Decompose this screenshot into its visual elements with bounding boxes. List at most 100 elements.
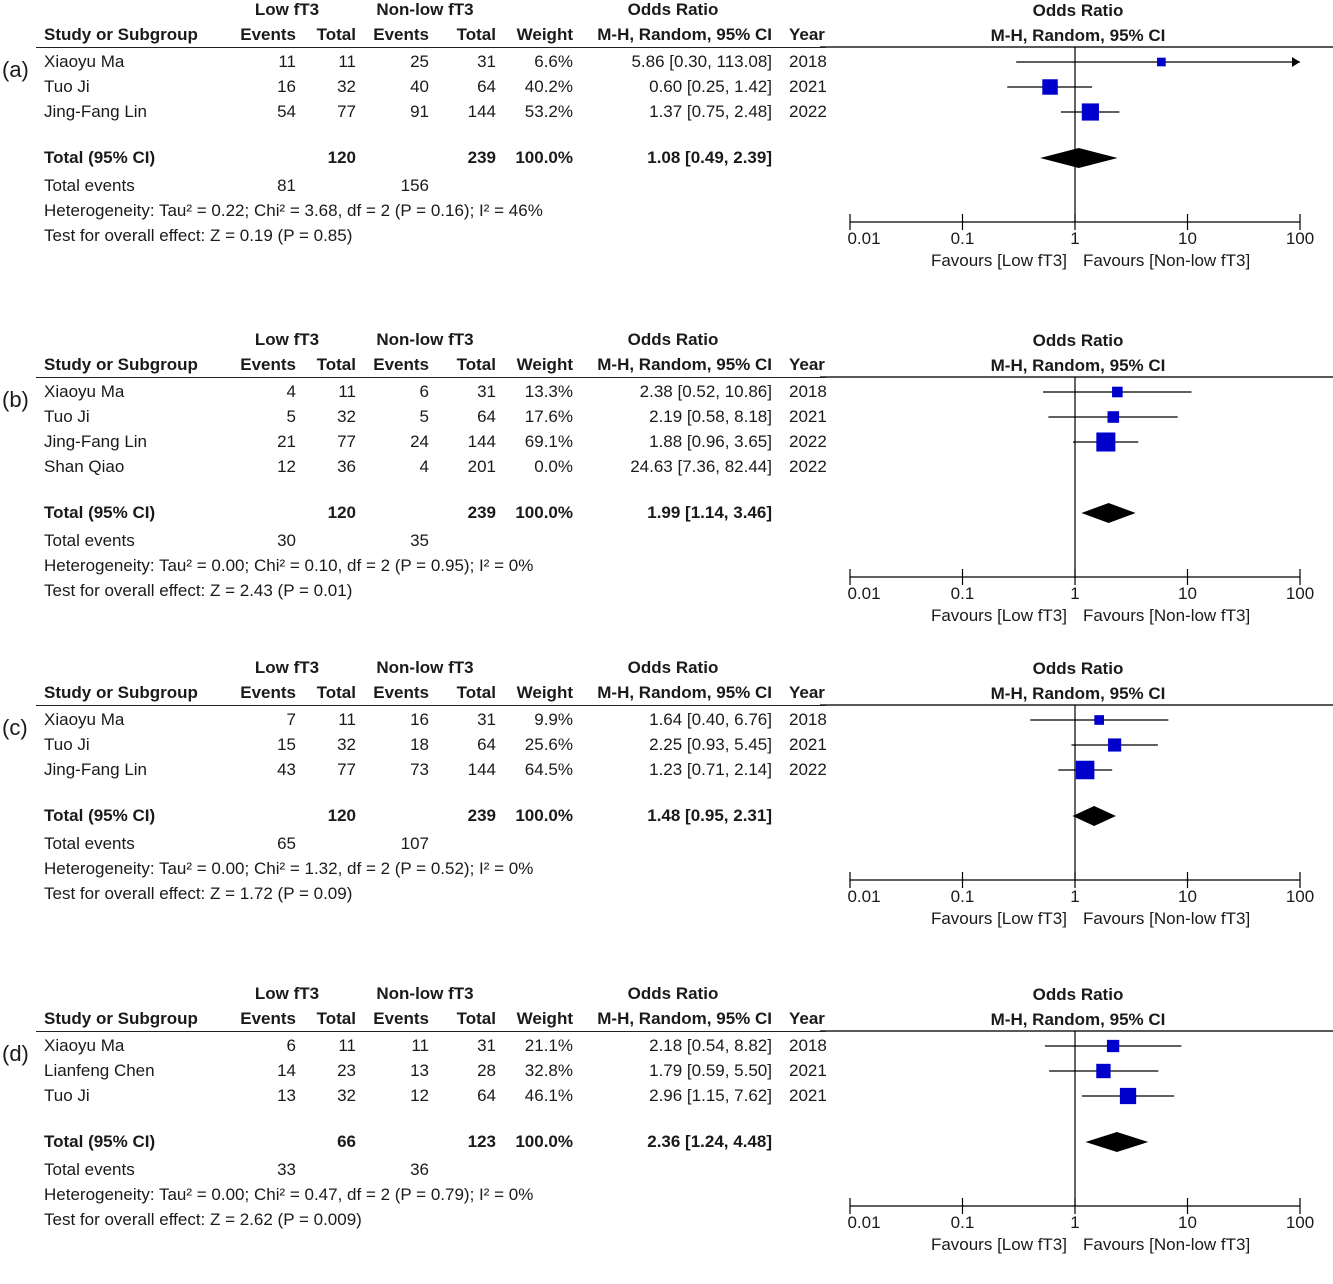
tick-label: 0.1 [951, 887, 975, 906]
study-total2: 28 [477, 1061, 496, 1080]
study-weight: 9.9% [534, 710, 573, 729]
study-name: Xiaoyu Ma [44, 1036, 125, 1055]
study-year: 2021 [789, 735, 827, 754]
tick-label: 0.01 [847, 887, 880, 906]
study-name: Shan Qiao [44, 457, 125, 476]
study-events1: 11 [278, 52, 296, 71]
overall-effect-text: Test for overall effect: Z = 2.43 (P = 0… [44, 581, 353, 600]
header-weight: Weight [516, 355, 573, 374]
plot-title: Odds Ratio [1033, 985, 1124, 1004]
header-total1: Total [316, 1009, 356, 1028]
plot-subtitle: M-H, Random, 95% CI [991, 684, 1166, 703]
pooled-diamond [1072, 806, 1116, 826]
header-or-title: Odds Ratio [627, 984, 719, 1003]
study-marker [1096, 432, 1116, 452]
study-total1: 32 [337, 407, 356, 426]
study-events1: 6 [286, 1036, 296, 1055]
favours-right-label: Favours [Non-low fT3] [1083, 606, 1250, 625]
heterogeneity-text: Heterogeneity: Tau² = 0.22; Chi² = 3.68,… [44, 201, 543, 220]
header-or-sub: M-H, Random, 95% CI [597, 25, 772, 44]
header-or-sub: M-H, Random, 95% CI [597, 683, 772, 702]
study-events2: 24 [410, 432, 429, 451]
study-year: 2018 [789, 710, 827, 729]
study-year: 2021 [789, 77, 827, 96]
ci-arrow [1292, 57, 1300, 67]
header-year: Year [789, 1009, 825, 1028]
study-total1: 32 [337, 1086, 356, 1105]
study-ci: 2.38 [0.52, 10.86] [639, 382, 772, 401]
study-events1: 12 [277, 457, 296, 476]
header-rule [36, 705, 826, 706]
study-name: Jing-Fang Lin [44, 102, 148, 121]
study-events1: 21 [277, 432, 296, 451]
tick-label: 0.1 [951, 584, 975, 603]
panel-label: (c) [2, 715, 28, 740]
tick-label: 1 [1070, 1213, 1079, 1232]
study-weight: 64.5% [524, 760, 573, 779]
study-name: Xiaoyu Ma [44, 710, 125, 729]
tick-label: 1 [1070, 229, 1079, 248]
header-weight: Weight [516, 25, 573, 44]
study-total2: 31 [477, 710, 496, 729]
total-events-label: Total events [44, 531, 135, 550]
total-total2: 239 [467, 503, 496, 522]
plot-title: Odds Ratio [1033, 1, 1124, 20]
study-total2: 201 [467, 457, 496, 476]
study-name: Xiaoyu Ma [44, 52, 125, 71]
total-weight: 100.0% [515, 148, 573, 167]
tick-label: 0.01 [847, 584, 880, 603]
header-year: Year [789, 25, 825, 44]
total-total2: 123 [467, 1132, 496, 1151]
study-year: 2018 [789, 1036, 827, 1055]
favours-left-label: Favours [Low fT3] [931, 251, 1067, 270]
favours-left-label: Favours [Low fT3] [931, 909, 1067, 928]
study-total1: 77 [337, 102, 356, 121]
study-marker [1119, 1087, 1137, 1105]
study-weight: 0.0% [534, 457, 573, 476]
header-year: Year [789, 355, 825, 374]
study-weight: 13.3% [524, 382, 573, 401]
total-events1: 81 [277, 176, 296, 195]
tick-label: 10 [1178, 887, 1197, 906]
header-group2: Non-low fT3 [376, 0, 474, 19]
study-weight: 53.2% [524, 102, 573, 121]
study-marker [1108, 738, 1122, 752]
study-events2: 5 [419, 407, 429, 426]
study-name: Jing-Fang Lin [44, 760, 148, 779]
header-total2: Total [456, 1009, 496, 1028]
total-total2: 239 [467, 148, 496, 167]
overall-effect-text: Test for overall effect: Z = 0.19 (P = 0… [44, 226, 353, 245]
header-or-sub: M-H, Random, 95% CI [597, 1009, 772, 1028]
tick-label: 100 [1286, 1213, 1314, 1232]
study-marker [1106, 1039, 1120, 1053]
study-year: 2022 [789, 432, 827, 451]
overall-effect-text: Test for overall effect: Z = 1.72 (P = 0… [44, 884, 353, 903]
header-study: Study or Subgroup [44, 683, 198, 702]
study-events2: 91 [410, 102, 429, 121]
study-name: Tuo Ji [44, 407, 90, 426]
plot-title: Odds Ratio [1033, 659, 1124, 678]
tick-label: 100 [1286, 584, 1314, 603]
overall-effect-text: Test for overall effect: Z = 2.62 (P = 0… [44, 1210, 362, 1229]
study-weight: 21.1% [524, 1036, 573, 1055]
total-label: Total (95% CI) [44, 1132, 156, 1151]
study-marker [1094, 715, 1105, 725]
study-events2: 73 [410, 760, 429, 779]
study-total1: 11 [338, 382, 356, 401]
study-weight: 46.1% [524, 1086, 573, 1105]
header-study: Study or Subgroup [44, 355, 198, 374]
header-total1: Total [316, 25, 356, 44]
header-total2: Total [456, 355, 496, 374]
study-events1: 7 [286, 710, 296, 729]
study-total1: 11 [338, 710, 356, 729]
study-events1: 13 [277, 1086, 296, 1105]
study-ci: 24.63 [7.36, 82.44] [630, 457, 772, 476]
total-events1: 30 [277, 531, 296, 550]
header-group1: Low fT3 [254, 330, 320, 349]
header-events1: Events [240, 355, 296, 374]
total-weight: 100.0% [515, 806, 573, 825]
pooled-diamond [1081, 503, 1136, 523]
study-ci: 1.79 [0.59, 5.50] [649, 1061, 772, 1080]
tick-label: 10 [1178, 229, 1197, 248]
panel-label: (a) [2, 57, 29, 82]
